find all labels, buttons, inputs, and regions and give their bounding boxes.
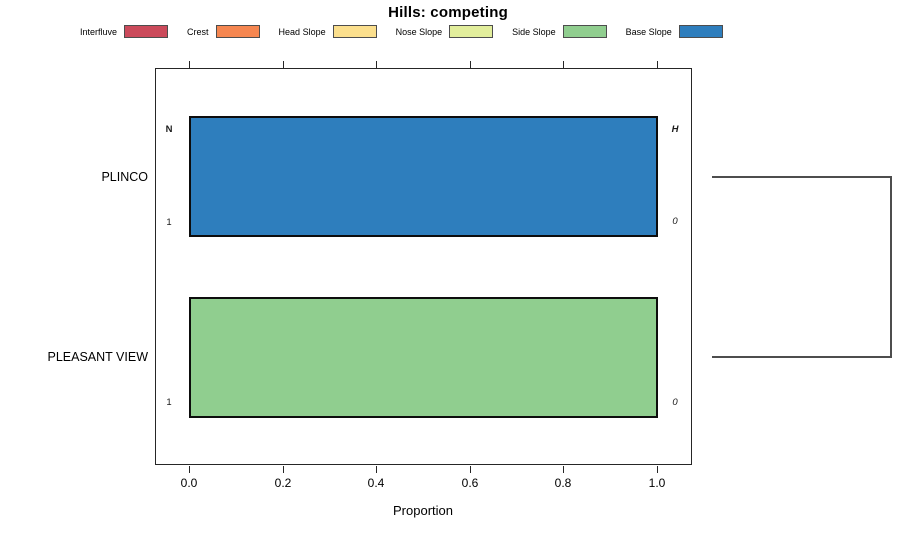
annotation-pleasant-bottom-right: 0	[672, 397, 678, 408]
legend-swatch-interfluve	[124, 25, 169, 38]
x-axis-tick	[283, 466, 284, 473]
annotation-pleasant-bottom-left: 1	[166, 397, 172, 408]
dendrogram-join	[890, 176, 892, 358]
legend-item-side-slope: Side Slope	[512, 25, 607, 38]
x-axis-tick	[189, 466, 190, 473]
x-axis-top-tick	[657, 61, 658, 68]
legend-label: Base Slope	[625, 26, 672, 37]
legend-item-crest: Crest	[187, 25, 260, 38]
dendrogram-branch-pleasant-view	[712, 356, 892, 358]
annotation-plinco-bottom-left: 1	[166, 217, 172, 228]
x-axis-tick	[657, 466, 658, 473]
legend-item-interfluve: Interfluve	[80, 25, 169, 38]
x-axis-title: Proportion	[393, 503, 453, 518]
legend-label: Side Slope	[512, 26, 556, 37]
category-label-pleasant-view: PLEASANT VIEW	[47, 350, 149, 364]
legend-label: Nose Slope	[395, 26, 443, 37]
x-axis-top-tick	[563, 61, 564, 68]
legend: Interfluve Crest Head Slope Nose Slope S…	[80, 25, 723, 38]
legend-label: Head Slope	[278, 26, 326, 37]
annotation-plinco-bottom-right: 0	[672, 216, 678, 227]
legend-swatch-crest	[215, 25, 260, 38]
dendrogram-branch-plinco	[712, 176, 892, 178]
bar-plinco-base-slope	[189, 116, 658, 237]
annotation-plinco-top-left: N	[165, 124, 173, 135]
x-axis-top-tick	[470, 61, 471, 68]
x-tick-label: 0.6	[461, 476, 479, 490]
legend-item-base-slope: Base Slope	[626, 25, 723, 38]
legend-item-nose-slope: Nose Slope	[396, 25, 494, 38]
legend-label: Crest	[187, 26, 209, 37]
legend-label: Interfluve	[80, 26, 118, 37]
x-tick-label: 1.0	[648, 476, 666, 490]
x-axis-tick	[470, 466, 471, 473]
x-axis-top-tick	[189, 61, 190, 68]
legend-item-head-slope: Head Slope	[279, 25, 377, 38]
x-axis-tick	[563, 466, 564, 473]
bar-pleasant-view-side-slope	[189, 297, 658, 418]
annotation-plinco-top-right: H	[671, 124, 679, 135]
category-label-plinco: PLINCO	[101, 170, 148, 184]
x-tick-label: 0.4	[367, 476, 385, 490]
x-tick-label: 0.2	[274, 476, 292, 490]
chart-title: Hills: competing	[388, 4, 508, 21]
x-axis-top-tick	[376, 61, 377, 68]
legend-swatch-head-slope	[332, 25, 377, 38]
x-axis-tick	[376, 466, 377, 473]
x-axis-top-tick	[283, 61, 284, 68]
x-tick-label: 0.8	[554, 476, 572, 490]
legend-swatch-base-slope	[678, 25, 723, 38]
legend-swatch-nose-slope	[449, 25, 494, 38]
x-tick-label: 0.0	[180, 476, 198, 490]
legend-swatch-side-slope	[562, 25, 607, 38]
